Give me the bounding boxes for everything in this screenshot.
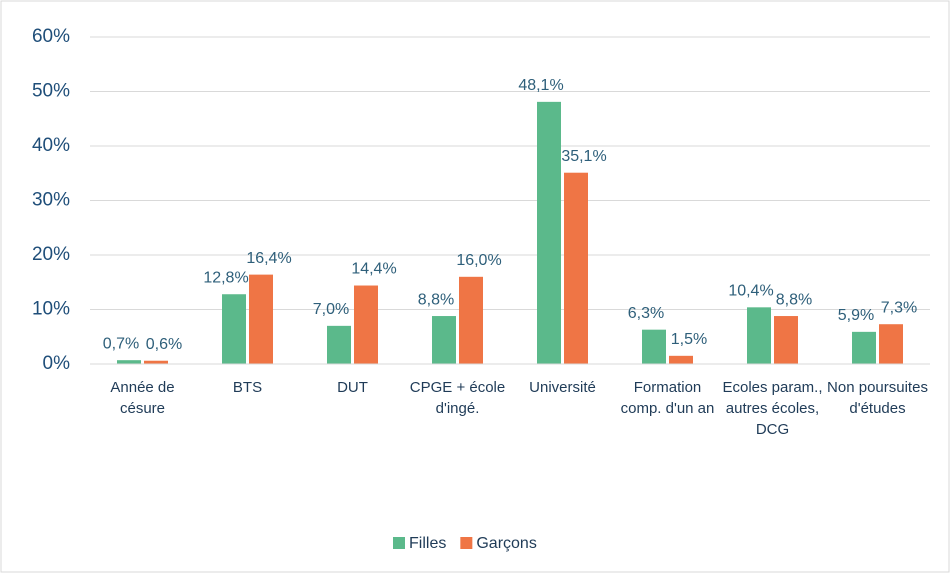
bar bbox=[327, 325, 351, 364]
value-label: 14,4% bbox=[351, 261, 396, 278]
y-tick-label: 20% bbox=[32, 244, 70, 265]
x-tick-label: DUT bbox=[337, 379, 368, 396]
y-tick-label: 60% bbox=[32, 26, 70, 47]
bar bbox=[852, 331, 876, 364]
x-tick-label: Ecoles param., autres écoles, DCG bbox=[722, 379, 823, 438]
bar bbox=[564, 172, 588, 364]
value-label: 16,4% bbox=[246, 250, 291, 267]
value-label: 0,6% bbox=[146, 336, 182, 353]
y-tick-label: 50% bbox=[32, 81, 70, 102]
bar bbox=[669, 355, 693, 364]
value-label: 1,5% bbox=[671, 331, 707, 348]
y-tick-label: 0% bbox=[43, 353, 71, 374]
bar bbox=[249, 274, 273, 364]
x-tick-label: Année de césure bbox=[110, 379, 175, 417]
value-label: 6,3% bbox=[628, 305, 664, 322]
value-label: 12,8% bbox=[203, 269, 248, 286]
y-tick-label: 30% bbox=[32, 190, 70, 211]
legend-swatch bbox=[393, 537, 405, 549]
value-label: 48,1% bbox=[518, 77, 563, 94]
bar bbox=[537, 101, 561, 364]
value-label: 8,8% bbox=[418, 291, 454, 308]
value-label: 35,1% bbox=[561, 148, 606, 165]
value-label: 16,0% bbox=[456, 252, 501, 269]
bar bbox=[774, 316, 798, 364]
value-label: 10,4% bbox=[728, 283, 773, 300]
y-tick-label: 10% bbox=[32, 299, 70, 320]
value-label: 8,8% bbox=[776, 291, 812, 308]
legend-label: Garçons bbox=[476, 535, 536, 552]
value-label: 7,3% bbox=[881, 299, 917, 316]
bar bbox=[642, 329, 666, 364]
value-label: 7,0% bbox=[313, 301, 349, 318]
bar bbox=[879, 324, 903, 364]
x-tick-label: Non poursuites d'études bbox=[827, 379, 928, 417]
y-tick-label: 40% bbox=[32, 135, 70, 156]
x-tick-label: Formation comp. d'un an bbox=[620, 379, 715, 417]
bar bbox=[117, 360, 141, 364]
value-label: 0,7% bbox=[103, 335, 139, 352]
bar bbox=[222, 294, 246, 364]
bar bbox=[144, 360, 168, 364]
value-label: 5,9% bbox=[838, 307, 874, 324]
x-tick-label: Université bbox=[529, 379, 596, 396]
legend-swatch bbox=[460, 537, 473, 549]
x-tick-label: CPGE + école d'ingé. bbox=[409, 379, 506, 417]
bar bbox=[747, 307, 771, 364]
bar bbox=[459, 276, 483, 364]
bar bbox=[354, 285, 378, 364]
bar bbox=[432, 316, 456, 364]
legend-label: Filles bbox=[409, 535, 446, 552]
x-tick-label: BTS bbox=[232, 379, 263, 396]
